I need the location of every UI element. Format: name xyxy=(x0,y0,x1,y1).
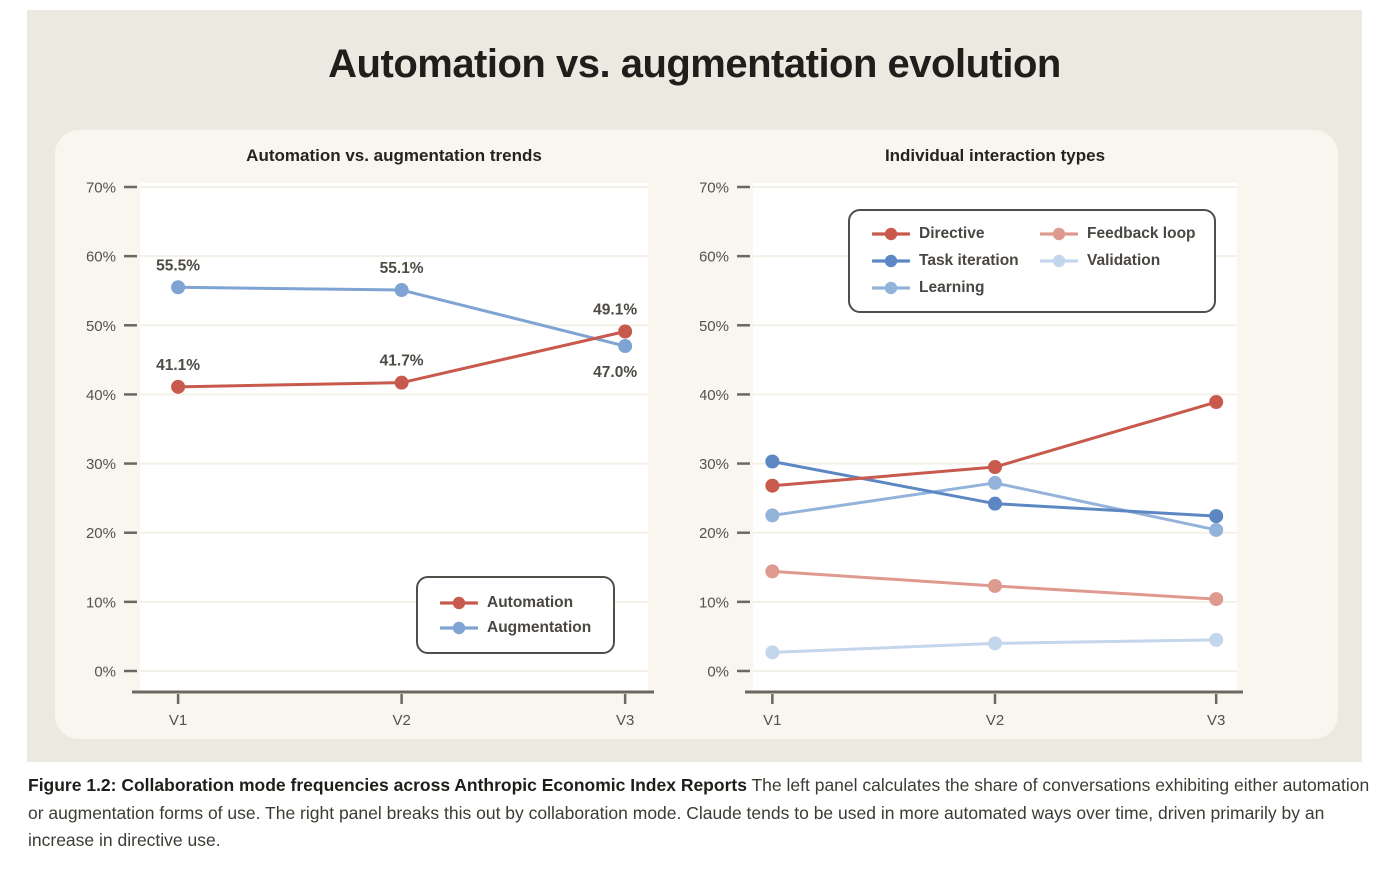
legend-item-feedback-loop: Feedback loop xyxy=(1040,225,1204,243)
x-tick-label: V3 xyxy=(1207,712,1225,729)
y-tick-label: 20% xyxy=(700,525,729,542)
data-point-directive xyxy=(1209,395,1224,410)
legend-label: Learning xyxy=(919,278,985,296)
legend-label: Augmentation xyxy=(487,618,592,636)
left-chart-legend: Automation Augmentation xyxy=(416,576,615,654)
legend-marker-icon xyxy=(440,596,478,609)
y-tick-label: 10% xyxy=(700,594,729,611)
data-point-learning xyxy=(1209,522,1224,537)
right-chart-title: Individual interaction types xyxy=(884,146,1106,165)
caption-body-text: The left panel calculates the share of c… xyxy=(28,775,1370,851)
right-chart-legend: Directive Task iteration Learning Feedback … xyxy=(848,209,1216,313)
left-chart-title: Automation vs. augmentation trends xyxy=(246,146,542,165)
legend-item-augmentation: Augmentation xyxy=(440,619,613,637)
data-point-learning xyxy=(988,475,1002,490)
legend-label: Automation xyxy=(487,593,574,611)
legend-label: Feedback loop xyxy=(1087,225,1196,243)
x-tick-label: V2 xyxy=(986,712,1004,729)
legend-marker-icon xyxy=(1040,228,1078,241)
data-point-feedback-loop xyxy=(988,578,1002,593)
data-point-task-iteration xyxy=(988,496,1002,511)
data-point-augmentation xyxy=(171,280,186,295)
y-tick-label: 40% xyxy=(86,387,116,404)
legend-label: Directive xyxy=(919,225,985,243)
point-label: 49.1% xyxy=(593,302,637,319)
legend-marker-icon xyxy=(872,228,910,241)
point-label: 41.1% xyxy=(156,357,200,374)
data-point-feedback-loop xyxy=(1209,592,1224,607)
point-label: 55.1% xyxy=(380,260,424,277)
data-point-learning xyxy=(765,508,780,523)
data-point-augmentation xyxy=(394,283,409,298)
point-label: 47.0% xyxy=(593,364,637,381)
caption-bold-text: Figure 1.2: Collaboration mode frequenci… xyxy=(28,775,747,795)
figure-caption: Figure 1.2: Collaboration mode frequenci… xyxy=(28,772,1373,855)
y-tick-label: 0% xyxy=(94,664,116,681)
data-point-validation xyxy=(1209,632,1224,647)
y-tick-label: 10% xyxy=(86,594,116,611)
figure-title: Automation vs. augmentation evolution xyxy=(328,42,1061,86)
x-tick-label: V3 xyxy=(616,712,634,729)
legend-item-learning: Learning xyxy=(872,279,1040,297)
legend-marker-icon xyxy=(440,621,478,634)
x-tick-label: V1 xyxy=(169,712,187,729)
y-tick-label: 60% xyxy=(86,249,116,266)
legend-item-automation: Automation xyxy=(440,594,613,612)
y-tick-label: 30% xyxy=(700,456,729,473)
y-tick-label: 0% xyxy=(707,664,729,681)
data-point-validation xyxy=(988,636,1002,651)
y-tick-label: 50% xyxy=(86,318,116,335)
y-tick-label: 50% xyxy=(700,318,729,335)
data-point-automation xyxy=(171,379,186,394)
data-point-feedback-loop xyxy=(765,564,780,579)
data-point-automation xyxy=(618,324,633,339)
data-point-task-iteration xyxy=(765,454,780,469)
x-tick-label: V1 xyxy=(763,712,781,729)
legend-marker-icon xyxy=(872,281,910,294)
y-tick-label: 60% xyxy=(700,249,729,266)
y-tick-label: 30% xyxy=(86,456,116,473)
legend-marker-icon xyxy=(1040,254,1078,268)
x-tick-label: V2 xyxy=(392,712,410,729)
legend-label: Validation xyxy=(1087,251,1161,269)
legend-item-validation: Validation xyxy=(1040,252,1204,270)
legend-item-task-iteration: Task iteration xyxy=(872,252,1040,270)
legend-label: Task iteration xyxy=(919,251,1019,269)
data-point-augmentation xyxy=(618,339,633,354)
data-point-directive xyxy=(988,460,1002,475)
data-point-directive xyxy=(765,478,780,493)
y-tick-label: 20% xyxy=(86,525,116,542)
point-label: 41.7% xyxy=(380,353,424,370)
legend-item-directive: Directive xyxy=(872,225,1040,243)
y-tick-label: 70% xyxy=(700,180,729,197)
point-label: 55.5% xyxy=(156,257,200,274)
y-tick-label: 70% xyxy=(86,180,116,197)
data-point-automation xyxy=(394,375,409,390)
y-tick-label: 40% xyxy=(700,387,729,404)
data-point-validation xyxy=(765,645,780,660)
legend-marker-icon xyxy=(872,254,910,268)
data-point-task-iteration xyxy=(1209,509,1224,524)
